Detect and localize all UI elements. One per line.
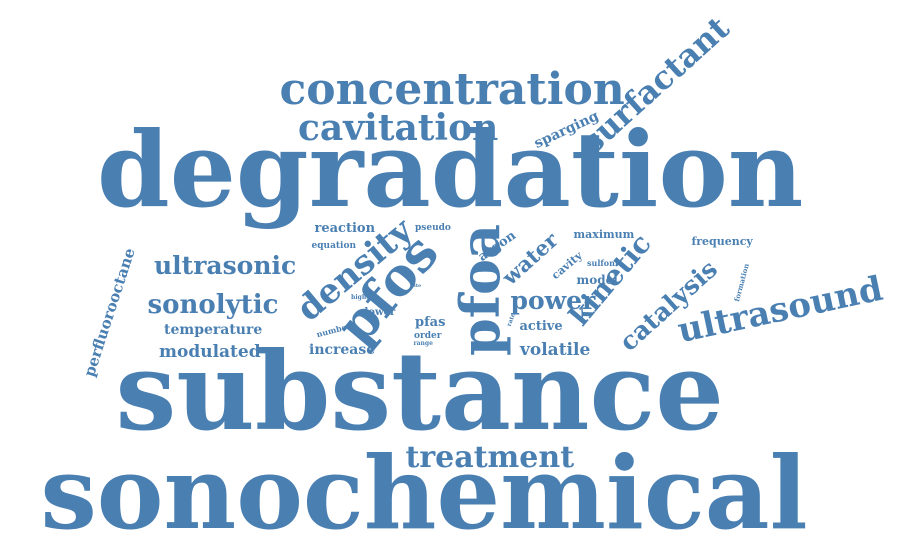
word-cavitation: cavitation — [298, 110, 498, 146]
word-higher: higher — [351, 295, 373, 301]
word-pseudo: pseudo — [415, 224, 451, 233]
word-ultrasonic: ultrasonic — [154, 253, 296, 278]
word-reaction: reaction — [315, 222, 376, 235]
word-volatile: volatile — [520, 342, 590, 359]
word-sulfonic: sulfonic — [587, 259, 623, 267]
word-model: model — [577, 274, 618, 286]
word-modulated: modulated — [159, 344, 261, 361]
word-lower: lower — [365, 308, 396, 318]
word-range: range — [414, 341, 433, 347]
word-power: power — [511, 288, 596, 313]
word-site: site — [411, 284, 421, 289]
word-sonolytic: sonolytic — [148, 292, 279, 318]
word-equation: equation — [312, 242, 357, 251]
word-temperature: temperature — [164, 323, 262, 337]
word-frequency: frequency — [692, 236, 753, 247]
word-rate: rate — [507, 313, 517, 328]
word-treatment: treatment — [406, 443, 575, 473]
word-increase: increase — [309, 343, 375, 357]
word-pfas: pfas — [415, 316, 445, 329]
word-concentration: concentration — [280, 68, 625, 112]
word-active: active — [520, 320, 563, 333]
word-maximum: maximum — [574, 229, 635, 240]
